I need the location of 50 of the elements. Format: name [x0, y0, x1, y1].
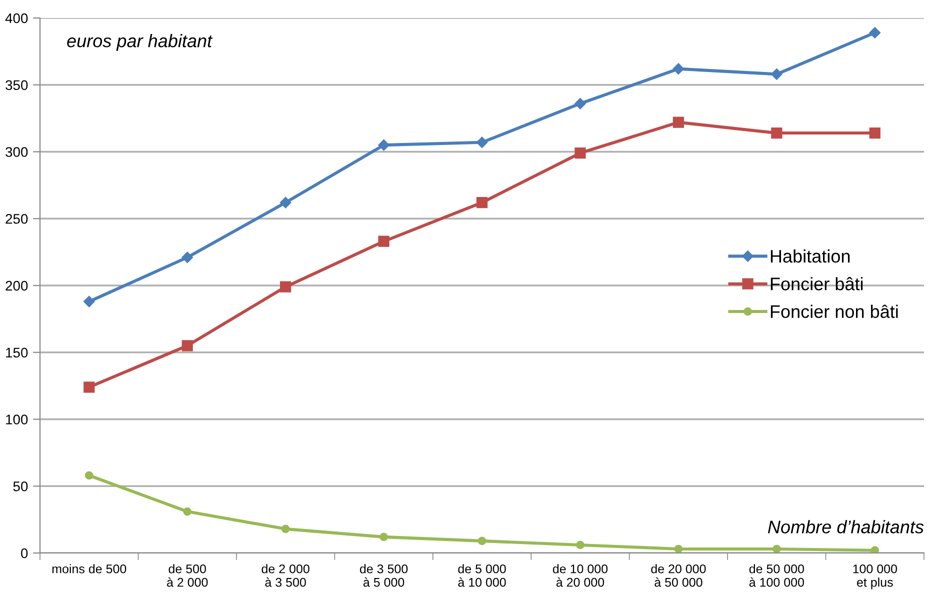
point [183, 507, 192, 516]
x-tick-label: de 500 à 2 000 [167, 564, 208, 587]
point [84, 382, 95, 393]
point [771, 68, 782, 80]
x-tick-label: moins de 500 [52, 564, 126, 574]
point [280, 196, 292, 208]
y-tick-label: 50 [13, 481, 28, 492]
legend-label: Foncier bâti [770, 277, 863, 290]
point [182, 340, 193, 352]
point [380, 532, 388, 542]
point [870, 546, 880, 553]
y-tick-label: 200 [6, 280, 28, 291]
point [674, 544, 683, 553]
point [574, 98, 586, 110]
y-tick-label: 350 [6, 80, 28, 90]
point [84, 296, 95, 308]
point [281, 524, 290, 534]
x-tick-label: de 2 000 à 3 500 [262, 564, 310, 587]
point [672, 116, 684, 128]
y-tick-label: 300 [6, 147, 28, 157]
y-tick-label: 250 [6, 214, 28, 224]
x-tick-label: de 20 000 à 50 000 [651, 564, 706, 587]
legend-label: Foncier non bâti [770, 304, 898, 318]
point [478, 536, 486, 546]
y-tick-label: 150 [6, 348, 28, 358]
point [182, 252, 193, 264]
x-tick-label: de 5 000 à 10 000 [458, 564, 506, 587]
y-axis-title: euros par habitant [67, 34, 213, 51]
point [476, 136, 488, 148]
x-tick-label: de 3 500 à 5 000 [360, 564, 408, 587]
point [869, 127, 880, 139]
point [574, 148, 586, 159]
y-tick-label: 100 [6, 414, 28, 424]
x-axis-title: Nombre d’habitants [768, 520, 924, 534]
point [869, 27, 880, 38]
point [576, 540, 584, 550]
legend-label: Habitation [770, 249, 850, 263]
y-tick-label: 0 [21, 548, 28, 558]
x-tick-label: de 10 000 à 20 000 [552, 564, 608, 587]
point [378, 139, 390, 151]
point [772, 544, 781, 553]
point [476, 197, 488, 208]
x-tick-label: 100 000 et plus [853, 564, 897, 590]
y-tick-label: 400 [5, 13, 28, 24]
point [84, 471, 94, 480]
point [672, 63, 684, 74]
point [280, 281, 292, 292]
point [771, 127, 782, 139]
point [378, 236, 390, 247]
x-tick-label: de 50 000 à 100 000 [749, 564, 804, 587]
